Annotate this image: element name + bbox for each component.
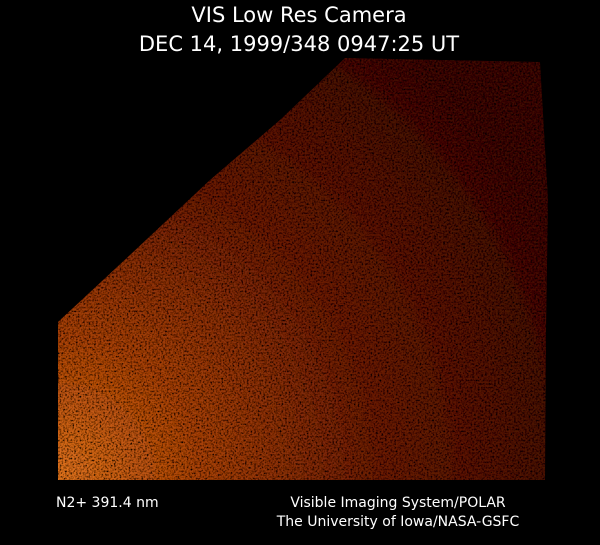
timestamp: DEC 14, 1999/348 0947:25 UT [139, 32, 459, 56]
credit-line: Visible Imaging System/POLAR [290, 495, 506, 511]
filter-label: N2+ 391.4 nm [56, 495, 159, 511]
credit-line: The University of Iowa/NASA-GSFC [276, 514, 520, 530]
title: VIS Low Res Camera [191, 3, 406, 27]
camera-image [58, 58, 548, 480]
